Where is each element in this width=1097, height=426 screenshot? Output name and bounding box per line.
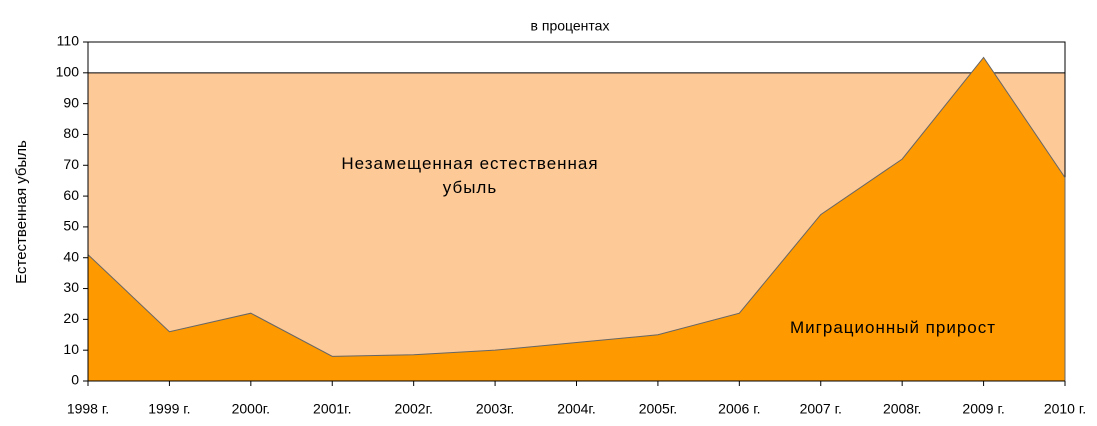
x-tick-label: 2004г. — [557, 401, 595, 417]
x-tick-label: 2002г. — [394, 401, 432, 417]
y-axis-title: Естественная убыль — [13, 140, 30, 284]
x-tick-label: 2003г. — [476, 401, 514, 417]
y-tick-label: 20 — [63, 310, 79, 326]
x-tick-label: 2010 г. — [1044, 401, 1086, 417]
y-tick-label: 0 — [71, 372, 79, 388]
y-tick-label: 50 — [63, 218, 79, 234]
x-tick-label: 2007 г. — [800, 401, 842, 417]
x-tick-label: 2005г. — [639, 401, 677, 417]
area-label: Незамещенная естественная убыль — [341, 154, 599, 197]
y-tick-label: 110 — [57, 33, 80, 49]
area — [87, 56, 1066, 382]
area-label: Миграционный прирост — [790, 318, 997, 337]
y-tick-label: 100 — [56, 64, 80, 80]
y-tick-label: 90 — [63, 94, 79, 110]
y-tick-label: 40 — [63, 248, 79, 264]
y-tick-label: 80 — [63, 125, 79, 141]
y-tick-label: 60 — [63, 187, 79, 203]
y-tick-label: 10 — [63, 341, 79, 357]
chart-subtitle: в процентах — [531, 18, 610, 34]
x-tick-label: 2009 г. — [962, 401, 1004, 417]
y-tick-label: 30 — [63, 279, 79, 295]
x-tick-label: 2006 г. — [718, 401, 760, 417]
x-tick-label: 2001г. — [313, 401, 351, 417]
x-tick-label: 1999 г. — [148, 401, 190, 417]
x-tick-label: 2008г. — [883, 401, 921, 417]
y-tick-label: 70 — [63, 156, 79, 172]
x-tick-label: 1998 г. — [67, 401, 109, 417]
x-tick-label: 2000г. — [232, 401, 270, 417]
